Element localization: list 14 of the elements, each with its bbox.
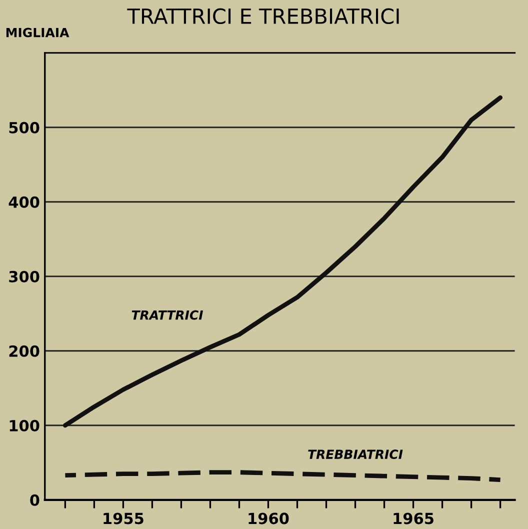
y-tick-label: 0 [30,494,40,506]
y-tick-label: 400 [8,196,40,208]
x-tick-label: 1955 [104,512,144,524]
y-tick-label: 500 [9,122,40,134]
x-tick-label: 1965 [394,512,434,524]
y-tick-label: 300 [9,270,40,282]
x-tick-label: 1960 [248,512,289,524]
line-series [62,95,503,428]
series-label: TREBBIATRICI [308,450,403,460]
chart-title: TRATTRICI E TREBBIATRICI [127,8,399,24]
y-tick-label: 200 [9,345,40,357]
y-axis-title: MIGLIAIA [6,28,70,38]
text: TRATTRICI [132,310,204,320]
y-tick-label: 100 [10,420,40,432]
